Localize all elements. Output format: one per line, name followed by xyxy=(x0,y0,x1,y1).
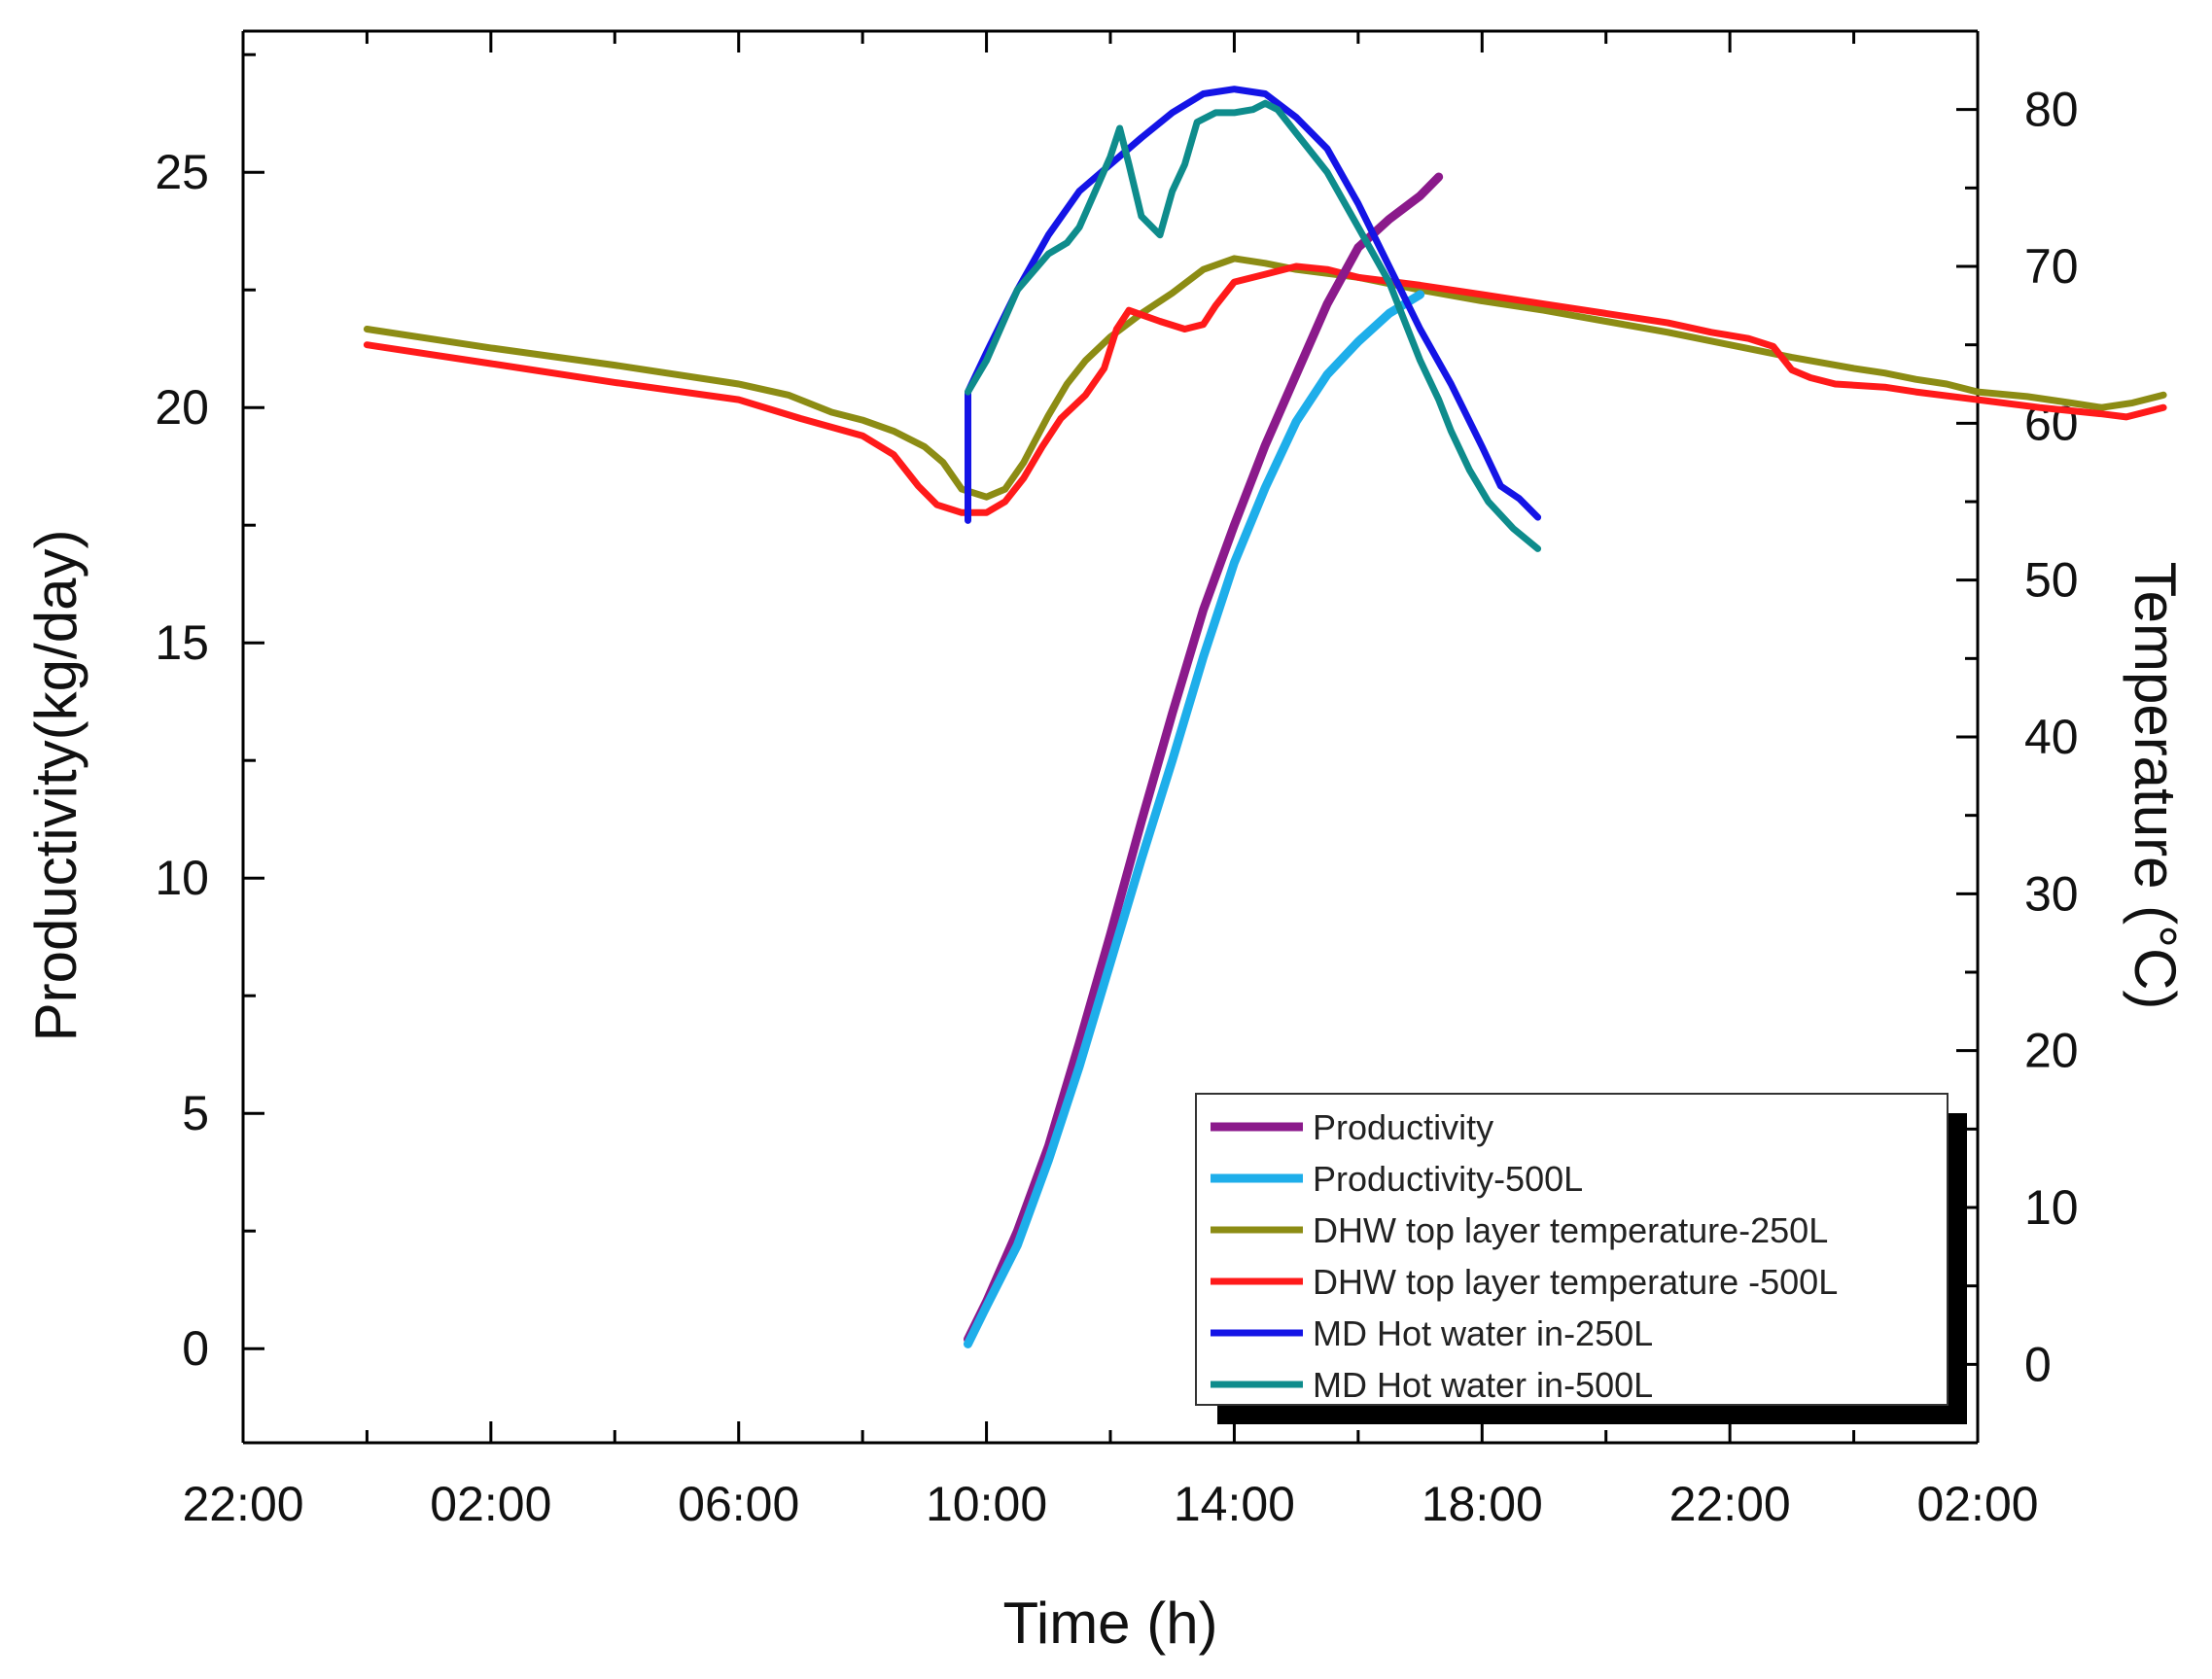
right-y-tick-label: 80 xyxy=(2024,83,2079,137)
legend-items: Productivity Productivity-500L DHW top lay… xyxy=(1211,1107,1838,1405)
right-y-tick-label: 70 xyxy=(2024,239,2079,294)
left-y-tick-label: 10 xyxy=(155,851,209,905)
x-tick-label: 18:00 xyxy=(1422,1477,1543,1531)
x-tick-label: 02:00 xyxy=(430,1477,551,1531)
legend-label: MD Hot water in-500L xyxy=(1313,1365,1653,1405)
series-line-5 xyxy=(965,86,1542,524)
legend-label: DHW top layer temperature -500L xyxy=(1313,1262,1838,1302)
left-y-axis-title: Productivity(kg/day) xyxy=(23,530,88,1042)
legend-box xyxy=(1195,1093,1949,1406)
series-line-4 xyxy=(363,262,2167,516)
series-line-6 xyxy=(965,99,1542,552)
right-y-tick-label: 30 xyxy=(2024,866,2079,921)
x-tick-label: 06:00 xyxy=(678,1477,799,1531)
left-y-tick-label: 20 xyxy=(155,380,209,435)
axis-ticks xyxy=(241,29,1980,1445)
legend-label: DHW top layer temperature-250L xyxy=(1313,1210,1828,1250)
legend-label: MD Hot water in-250L xyxy=(1313,1313,1653,1353)
right-y-tick-label: 50 xyxy=(2024,553,2079,608)
left-y-tick-label: 0 xyxy=(182,1321,209,1376)
series-line-2 xyxy=(964,290,1425,1348)
legend-label: Productivity-500L xyxy=(1313,1159,1583,1199)
right-y-tick-label: 20 xyxy=(2024,1024,2079,1078)
series-lines xyxy=(363,86,2167,1348)
x-tick-label: 22:00 xyxy=(1669,1477,1791,1531)
tick-labels: 22:00 02:00 06:00 10:00 14:00 18:00 22:00 02:00… xyxy=(155,83,2078,1531)
x-tick-label: 02:00 xyxy=(1916,1477,2038,1531)
left-y-tick-label: 25 xyxy=(155,145,209,199)
x-axis-title: Time (h) xyxy=(1002,1591,1217,1656)
x-tick-label: 10:00 xyxy=(926,1477,1047,1531)
series-line-3 xyxy=(363,255,2167,501)
x-tick-label: 14:00 xyxy=(1174,1477,1295,1531)
legend-label: Productivity xyxy=(1313,1107,1493,1147)
right-y-tick-label: 10 xyxy=(2024,1180,2079,1235)
series-line-1 xyxy=(964,172,1444,1344)
right-y-tick-label: 40 xyxy=(2024,710,2079,764)
left-y-tick-label: 5 xyxy=(182,1086,209,1140)
right-y-axis-title: Temperature (°C) xyxy=(2123,562,2188,1010)
legend: Productivity Productivity-500L DHW top lay… xyxy=(1195,1093,1967,1424)
right-y-tick-label: 0 xyxy=(2024,1337,2052,1391)
x-tick-label: 22:00 xyxy=(182,1477,303,1531)
left-y-tick-label: 15 xyxy=(155,615,209,670)
